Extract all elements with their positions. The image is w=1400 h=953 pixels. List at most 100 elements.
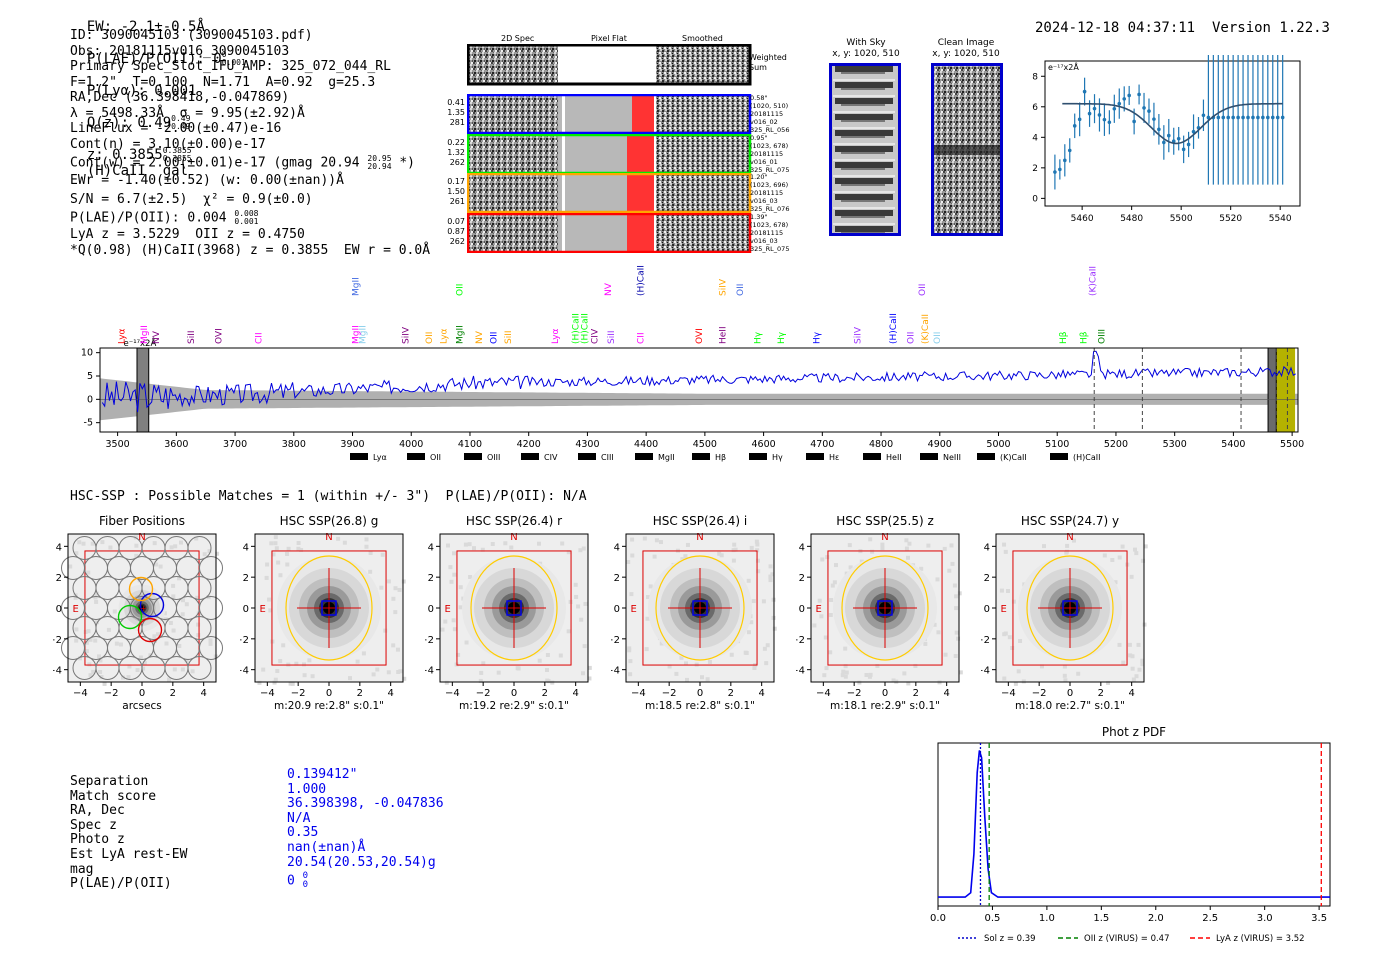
zoom-ytick-label: 8	[1032, 72, 1038, 82]
zoom-data-point	[1186, 142, 1191, 147]
header-z: z: 0.3855	[86, 147, 163, 163]
header-qz-lo: 0.49	[171, 122, 191, 131]
hsc-noise-pixel	[452, 627, 457, 632]
hsc-noise-pixel	[705, 677, 710, 682]
hsc-noise-pixel	[168, 620, 173, 625]
hsc-noise-pixel	[770, 572, 775, 577]
hsc-noise-pixel	[579, 617, 584, 622]
hsc-noise-pixel	[178, 540, 183, 545]
hsc-noise-pixel	[652, 554, 657, 559]
hsc-noise-pixel	[566, 550, 571, 555]
hsc-noise-pixel	[905, 555, 910, 560]
hsc-noise-pixel	[954, 606, 959, 611]
hsc-noise-pixel	[932, 622, 937, 627]
hsc-noise-pixel	[347, 676, 352, 681]
hsc-noise-pixel	[1131, 677, 1136, 682]
cutout-meta-line: 0.95"	[750, 133, 768, 142]
spectrum-line-label: (H)CaII	[636, 265, 646, 296]
hsc-noise-pixel	[731, 548, 736, 553]
with-sky-image	[829, 63, 901, 236]
spectrum-line-label: Hβ	[1059, 331, 1069, 344]
north-marker: N	[881, 532, 888, 543]
hsc-noise-pixel	[762, 646, 767, 651]
info-line: RA,Dec (36.398418,-0.047869)	[70, 90, 290, 105]
with-sky-title: With Sky x, y: 1020, 510	[828, 38, 904, 60]
spectrum-line-label: Hγ	[754, 331, 764, 344]
zoom-data-point	[1063, 158, 1067, 163]
hsc-noise-pixel	[273, 541, 278, 546]
spectrum-line-label: OII	[933, 332, 943, 344]
hsc-noise-pixel	[464, 640, 469, 645]
hsc-ytick-label: −2	[53, 635, 62, 646]
zoom-data-point	[1053, 170, 1057, 174]
photz-axes-frame	[937, 742, 1331, 907]
hsc-center-box	[692, 600, 708, 616]
cutout-meta-line: 20181115	[750, 189, 784, 197]
hsc-noise-pixel	[264, 575, 269, 580]
hsc-noise-pixel	[478, 678, 483, 683]
hsc-noise-pixel	[830, 583, 835, 588]
hsc-noise-pixel	[825, 555, 830, 560]
hsc-noise-pixel	[371, 672, 376, 677]
cutout-row-meta: 1.20" (1023, 696) 20181115 v016_03 325_RL_07…	[750, 173, 795, 213]
hsc-noise-pixel	[171, 594, 176, 599]
zoom-data-point	[1072, 124, 1077, 128]
hsc-xtick-label: −2	[1032, 688, 1047, 699]
hsc-noise-pixel	[74, 638, 79, 643]
spectrum-xtick-label: 4000	[399, 439, 423, 450]
hsc-noise-pixel	[395, 647, 400, 652]
hsc-noise-pixel	[173, 544, 178, 549]
hsc-ytick-label: 0	[428, 604, 434, 615]
info-contw-hi: 20.95	[367, 154, 392, 163]
spectrum-xtick-label: 4800	[869, 439, 893, 450]
hsc-noise-pixel	[817, 598, 822, 603]
hsc-noise-pixel	[868, 537, 873, 542]
cutout-meta-line: 325_RL_076	[750, 205, 790, 213]
hsc-noise-pixel	[142, 661, 147, 666]
cutout-meta-line: (1023, 678)	[750, 141, 789, 150]
hsc-noise-pixel	[545, 653, 550, 658]
hsc-noise-pixel	[515, 666, 520, 671]
zoom-data-point	[1132, 119, 1136, 124]
hsc-noise-pixel	[1011, 599, 1016, 604]
zoom-data-point	[1117, 101, 1122, 106]
hsc-ytick-label: 0	[56, 604, 62, 615]
hsc-noise-pixel	[947, 568, 952, 573]
hsc-noise-pixel	[307, 658, 312, 663]
spectrum-line-label: Lyα	[551, 328, 561, 344]
hsc-noise-pixel	[88, 673, 93, 678]
hsc-noise-pixel	[926, 543, 931, 548]
hsc-ytick-label: −2	[981, 635, 990, 646]
spectrum-legend-label: Hβ	[715, 453, 726, 462]
spectrum-line-label: OII	[736, 284, 746, 296]
hsc-noise-pixel	[94, 591, 99, 596]
spectrum-legend-label: CIV	[544, 453, 558, 462]
hsc-noise-pixel	[158, 564, 163, 569]
hsc-noise-pixel	[364, 544, 369, 549]
hsc-noise-pixel	[819, 614, 824, 619]
hsc-ytick-label: 4	[428, 542, 434, 553]
spectrum-line-label: Lyα	[440, 328, 450, 344]
hsc-noise-pixel	[627, 648, 632, 653]
cutout-pixelflat-line	[562, 96, 565, 132]
cutout-frame	[467, 94, 752, 134]
photz-xtick-label: 3.5	[1311, 913, 1327, 924]
hsc-noise-pixel	[281, 643, 286, 648]
cutout-stat: 0.22	[447, 137, 465, 147]
hsc-noise-pixel	[578, 548, 583, 553]
hsc-noise-pixel	[134, 543, 139, 548]
info-line: Cont(n) = 3.10(±0.00)e-17	[70, 136, 266, 152]
spectrum-xtick-label: 3500	[106, 439, 130, 450]
cutout-pixelflat-line	[562, 175, 565, 211]
hsc-noise-pixel	[396, 669, 401, 674]
hsc-noise-pixel	[444, 680, 449, 685]
hsc-noise-pixel	[342, 540, 347, 545]
hsc-noise-pixel	[630, 553, 635, 558]
hsc-noise-pixel	[764, 661, 769, 666]
hsc-noise-pixel	[98, 658, 103, 663]
header-line-class: (H)CaII gal	[86, 163, 189, 179]
hsc-noise-pixel	[685, 542, 690, 547]
spectrum-line-label: MgII	[359, 325, 369, 344]
spectrum-line-label: NV	[604, 282, 614, 296]
